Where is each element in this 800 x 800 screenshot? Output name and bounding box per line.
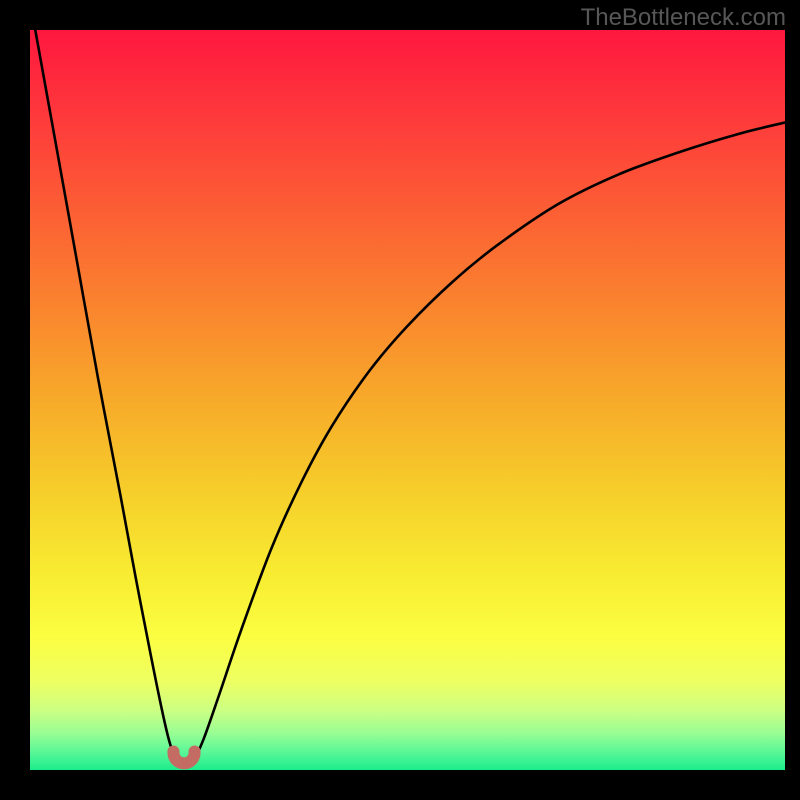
chart-stage: TheBottleneck.com — [0, 0, 800, 800]
plot-area — [30, 30, 785, 770]
optimum-marker — [30, 30, 785, 770]
watermark-text: TheBottleneck.com — [581, 4, 786, 32]
